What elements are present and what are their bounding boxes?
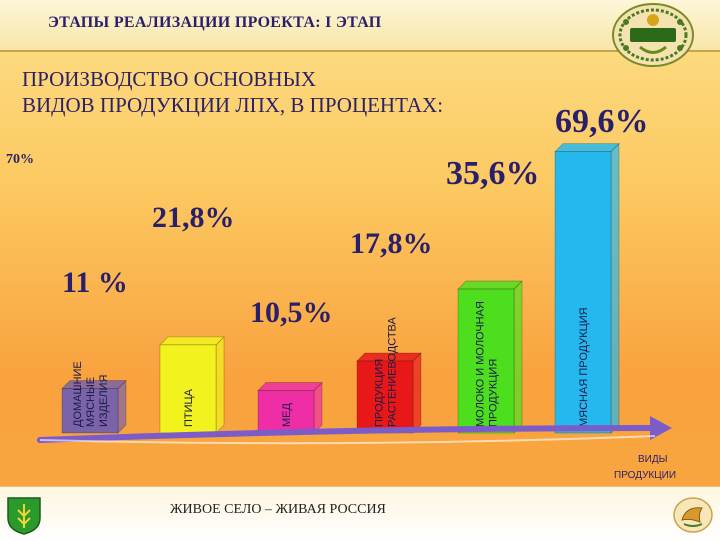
bar-value-label: 35,6%	[446, 155, 540, 192]
y-axis-label: 70%	[6, 152, 34, 167]
x-axis-label-line-1: ВИДЫ	[638, 454, 668, 465]
bar-side	[215, 335, 225, 434]
bar	[159, 344, 217, 434]
footer-slogan: ЖИВОЕ СЕЛО – ЖИВАЯ РОССИЯ	[170, 502, 386, 517]
bar-side	[610, 142, 620, 434]
bar-chart: 70% ДОМАШНИЕ МЯСНЫЕ ИЗДЕЛИЯ ПТИЦА МЕД ПРОДУКЦИ…	[6, 103, 676, 481]
bar-side	[117, 379, 127, 434]
bar-category-label: ИЗДЕЛИЯ	[98, 375, 110, 427]
bar-category-label: ПТИЦА	[183, 388, 195, 427]
bar-category-label: ДОМАШНИЕ	[72, 361, 84, 427]
bar-category-label: МЯСНЫЕ	[85, 377, 97, 427]
x-axis-label-line-2: ПРОДУКЦИИ	[614, 470, 676, 481]
bar	[356, 360, 414, 434]
bar	[61, 388, 119, 434]
bar-category-label: ПРОДУКЦИЯ	[487, 359, 499, 427]
bar-side	[513, 280, 523, 434]
bar-value-label: 10,5%	[250, 296, 333, 329]
bar	[457, 288, 515, 434]
bar-category-label: ПРОДУКЦИЯ	[373, 359, 385, 427]
coat-of-arms-icon	[7, 497, 41, 535]
header-bar: ЭТАПЫ РЕАЛИЗАЦИИ ПРОЕКТА: I ЭТАП	[0, 0, 720, 52]
x-axis-arrow	[37, 425, 658, 443]
footer-bar	[0, 486, 720, 541]
bar-category-label: РАСТЕНИЕВОДСТВА	[386, 316, 398, 427]
bar-top	[257, 382, 323, 391]
bar-top	[457, 280, 523, 290]
bar	[554, 151, 612, 434]
bar-category-label: МЕД	[281, 403, 293, 428]
bar-category-label: МЯСНАЯ ПРОДУКЦИЯ	[578, 307, 590, 427]
x-axis-highlight	[39, 435, 656, 445]
bar-side	[313, 381, 323, 434]
subtitle-line-1: ПРОИЗВОДСТВО ОСНОВНЫХ	[22, 67, 317, 91]
x-axis-arrowhead	[650, 416, 672, 440]
bar-value-label: 11 %	[62, 266, 128, 299]
bar-value-label: 21,8%	[152, 201, 235, 234]
subtitle-line-2: ВИДОВ ПРОДУКЦИИ ЛПХ, В ПРОЦЕНТАХ:	[22, 93, 444, 117]
project-emblem-icon	[612, 3, 694, 67]
bar	[257, 390, 315, 434]
bar-top	[159, 336, 225, 346]
bar-category-label: МОЛОКО И МОЛОЧНАЯ	[474, 301, 486, 427]
chart-subtitle: ПРОИЗВОДСТВО ОСНОВНЫХ ВИДОВ ПРОДУКЦИИ ЛП…	[22, 66, 582, 118]
bar-side	[412, 352, 422, 434]
horn-emblem-icon	[673, 497, 713, 533]
bar-value-label: 69,6%	[555, 103, 649, 140]
bar-top	[554, 143, 620, 153]
slide-title: ЭТАПЫ РЕАЛИЗАЦИИ ПРОЕКТА: I ЭТАП	[48, 14, 382, 31]
bar-value-label: 17,8%	[350, 227, 433, 260]
